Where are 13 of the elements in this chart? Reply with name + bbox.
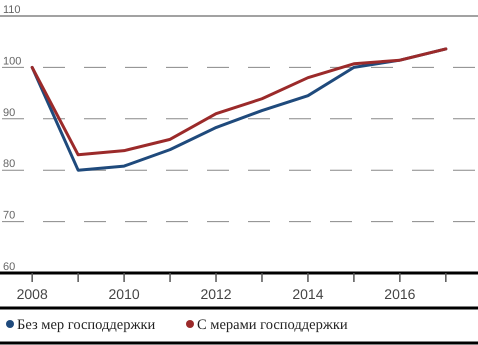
x-tick-label: 2008 bbox=[16, 286, 48, 302]
y-tick-label: 110 bbox=[3, 4, 21, 16]
x-tick-label: 2010 bbox=[108, 286, 140, 302]
y-tick-label: 60 bbox=[3, 261, 16, 273]
y-tick-label: 80 bbox=[3, 158, 16, 170]
y-tick-label: 100 bbox=[3, 55, 22, 68]
x-tick-label: 2012 bbox=[200, 286, 232, 302]
legend-label: С мерами господдержки bbox=[197, 317, 348, 333]
x-tick-label: 2014 bbox=[292, 286, 324, 302]
x-tick-label: 2016 bbox=[384, 286, 416, 302]
legend-label: Без мер господдержки bbox=[17, 317, 156, 333]
y-tick-label: 70 bbox=[3, 210, 16, 222]
y-tick-label: 90 bbox=[3, 106, 16, 119]
